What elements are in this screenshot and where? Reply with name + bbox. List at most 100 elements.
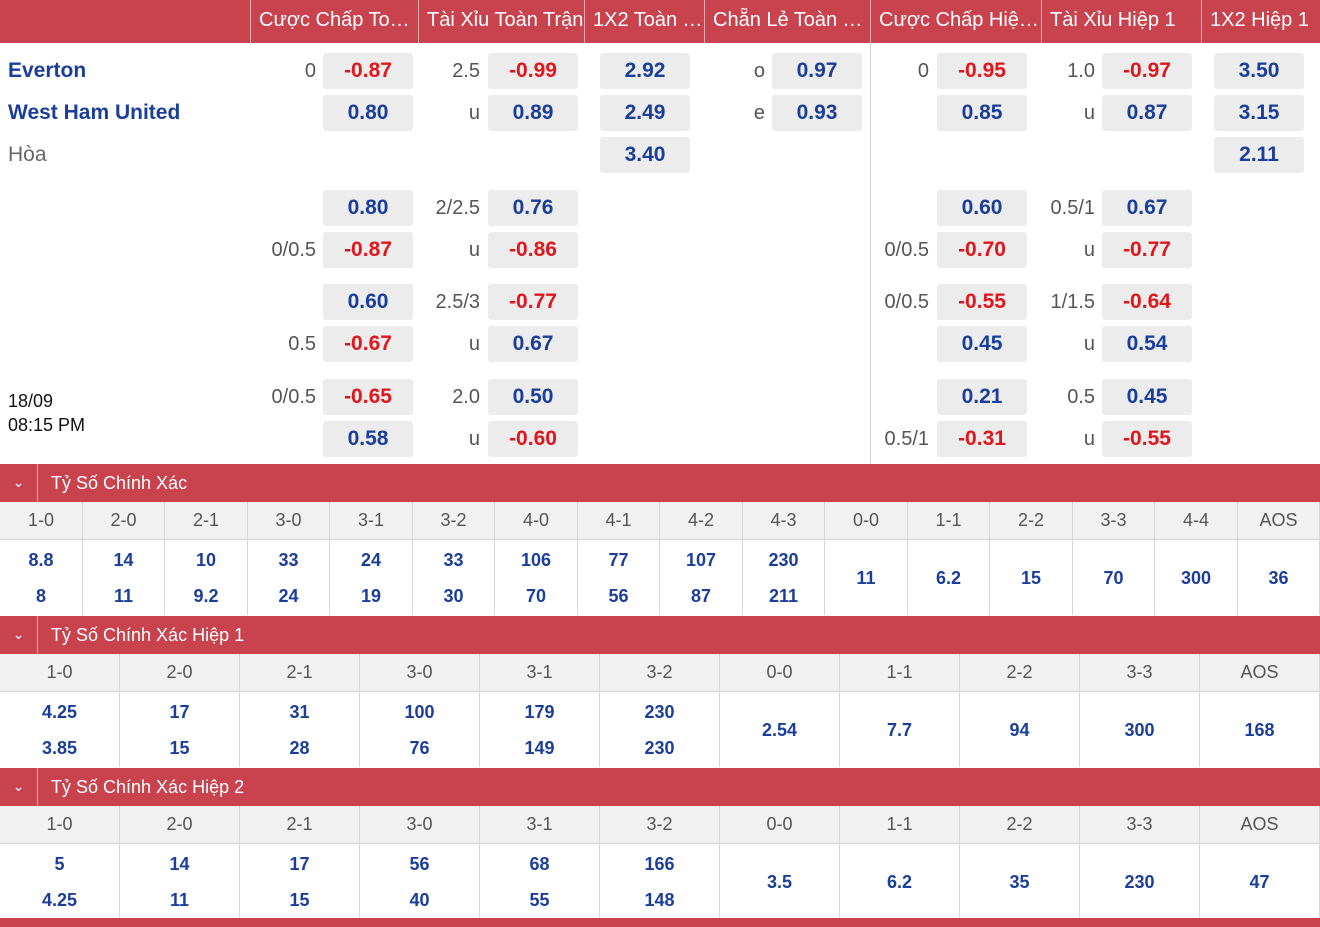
odd-value-away[interactable]: 11 xyxy=(169,890,190,910)
odd-button[interactable]: -0.87 xyxy=(323,53,413,89)
odd-value-home[interactable]: 179 xyxy=(524,702,555,722)
odd-value[interactable]: 11 xyxy=(856,568,876,588)
odd-button[interactable]: 2.11 xyxy=(1214,137,1304,173)
odd-value-away[interactable]: 3.85 xyxy=(41,738,78,758)
odd-value-home[interactable]: 5 xyxy=(54,854,65,874)
odd-value[interactable]: 15 xyxy=(1020,568,1042,588)
odd-value-away[interactable]: 76 xyxy=(409,738,430,758)
odd-button[interactable]: 0.60 xyxy=(937,190,1027,226)
odd-value-away[interactable]: 56 xyxy=(608,586,629,606)
odd-value-home[interactable]: 4.25 xyxy=(41,702,78,722)
odd-value-home[interactable]: 17 xyxy=(289,854,310,874)
odd-value-away[interactable]: 24 xyxy=(278,586,299,606)
odd-button[interactable]: -0.99 xyxy=(488,53,578,89)
odd-button[interactable]: 0.45 xyxy=(937,326,1027,362)
odd-value[interactable]: 300 xyxy=(1124,720,1155,740)
odd-button[interactable]: 0.80 xyxy=(323,190,413,226)
odd-value-home[interactable]: 10 xyxy=(195,550,217,570)
odd-button[interactable]: 2.92 xyxy=(600,53,690,89)
home-team[interactable]: Everton xyxy=(8,59,87,82)
odd-value-away[interactable]: 211 xyxy=(768,586,799,606)
odd-button[interactable]: -0.60 xyxy=(488,421,578,457)
odd-value[interactable]: 94 xyxy=(1009,720,1030,740)
odd-value-home[interactable]: 56 xyxy=(409,854,430,874)
odd-value-home[interactable]: 77 xyxy=(608,550,629,570)
odd-value[interactable]: 2.54 xyxy=(761,720,798,740)
odd-value[interactable]: 35 xyxy=(1009,872,1030,892)
odd-value-away[interactable]: 19 xyxy=(360,586,382,606)
odd-value[interactable]: 300 xyxy=(1180,568,1212,588)
odd-button[interactable]: 0.21 xyxy=(937,379,1027,415)
odd-value[interactable]: 36 xyxy=(1268,568,1289,588)
odd-value-home[interactable]: 17 xyxy=(169,702,190,722)
odd-value[interactable]: 6.2 xyxy=(935,568,962,588)
odd-value-home[interactable]: 107 xyxy=(685,550,717,570)
odd-value-away[interactable]: 15 xyxy=(169,738,190,758)
odd-button[interactable]: -0.31 xyxy=(937,421,1027,457)
odd-value-home[interactable]: 230 xyxy=(768,550,799,570)
section-header[interactable]: ⌄ Tỷ Số Chính Xác Hiệp 2 xyxy=(0,768,1320,806)
odd-button[interactable]: 3.40 xyxy=(600,137,690,173)
odd-value-home[interactable]: 24 xyxy=(360,550,382,570)
odd-button[interactable]: -0.77 xyxy=(1102,232,1192,268)
odd-value-away[interactable]: 8 xyxy=(35,586,46,606)
odd-button[interactable]: 0.67 xyxy=(488,326,578,362)
odd-button[interactable]: 2.49 xyxy=(600,95,690,131)
odd-button[interactable]: -0.95 xyxy=(937,53,1027,89)
header-ou-h1[interactable]: Tài Xỉu Hiệp 1 xyxy=(1041,0,1201,43)
odd-value[interactable]: 168 xyxy=(1244,720,1275,740)
odd-button[interactable]: 0.97 xyxy=(772,53,862,89)
odd-value-away[interactable]: 230 xyxy=(644,738,675,758)
header-ou-ft[interactable]: Tài Xỉu Toàn Trận xyxy=(418,0,584,43)
odd-value-home[interactable]: 33 xyxy=(443,550,464,570)
odd-button[interactable]: -0.97 xyxy=(1102,53,1192,89)
odd-button[interactable]: 0.76 xyxy=(488,190,578,226)
odd-value[interactable]: 230 xyxy=(1124,872,1155,892)
header-1x2-h1[interactable]: 1X2 Hiệp 1 xyxy=(1201,0,1320,43)
chevron-down-icon[interactable]: ⌄ xyxy=(0,464,38,502)
odd-value-home[interactable]: 68 xyxy=(529,854,550,874)
header-hdp-ft[interactable]: Cược Chấp Toàn Trận xyxy=(250,0,418,43)
next-section-bar[interactable] xyxy=(0,918,1320,927)
odd-value[interactable]: 70 xyxy=(1103,568,1124,588)
odd-button[interactable]: 0.85 xyxy=(937,95,1027,131)
odd-button[interactable]: 3.15 xyxy=(1214,95,1304,131)
odd-value-away[interactable]: 149 xyxy=(524,738,555,758)
odd-value-away[interactable]: 11 xyxy=(113,586,134,606)
chevron-down-icon[interactable]: ⌄ xyxy=(0,616,38,654)
odd-value-away[interactable]: 40 xyxy=(409,890,430,910)
odd-button[interactable]: -0.70 xyxy=(937,232,1027,268)
odd-button[interactable]: 0.54 xyxy=(1102,326,1192,362)
odd-button[interactable]: -0.65 xyxy=(323,379,413,415)
header-1x2-ft[interactable]: 1X2 Toàn Trận xyxy=(584,0,704,43)
odd-button[interactable]: 0.60 xyxy=(323,284,413,320)
section-header[interactable]: ⌄ Tỷ Số Chính Xác Hiệp 1 xyxy=(0,616,1320,654)
odd-button[interactable]: -0.77 xyxy=(488,284,578,320)
odd-value-home[interactable]: 33 xyxy=(278,550,299,570)
header-hdp-h1[interactable]: Cược Chấp Hiệp 1 xyxy=(870,0,1041,43)
odd-button[interactable]: 0.50 xyxy=(488,379,578,415)
odd-value-away[interactable]: 28 xyxy=(289,738,310,758)
odd-value-away[interactable]: 30 xyxy=(443,586,464,606)
odd-value-home[interactable]: 100 xyxy=(404,702,435,722)
odd-button[interactable]: -0.67 xyxy=(323,326,413,362)
odd-button[interactable]: 0.80 xyxy=(323,95,413,131)
odd-button[interactable]: 0.89 xyxy=(488,95,578,131)
odd-button[interactable]: 3.50 xyxy=(1214,53,1304,89)
odd-value-away[interactable]: 9.2 xyxy=(193,586,219,606)
odd-button[interactable]: 0.67 xyxy=(1102,190,1192,226)
odd-value[interactable]: 6.2 xyxy=(886,872,913,892)
odd-button[interactable]: 0.87 xyxy=(1102,95,1192,131)
header-oe-ft[interactable]: Chẵn Lẻ Toàn Trận xyxy=(704,0,870,43)
odd-value-away[interactable]: 4.25 xyxy=(41,890,78,910)
odd-button[interactable]: -0.64 xyxy=(1102,284,1192,320)
odd-button[interactable]: 0.45 xyxy=(1102,379,1192,415)
odd-value-home[interactable]: 230 xyxy=(644,702,675,722)
odd-value-away[interactable]: 15 xyxy=(289,890,310,910)
odd-button[interactable]: -0.55 xyxy=(937,284,1027,320)
odd-value[interactable]: 7.7 xyxy=(886,720,913,740)
odd-value-home[interactable]: 8.8 xyxy=(28,550,54,570)
odd-value-away[interactable]: 55 xyxy=(529,890,550,910)
section-header[interactable]: ⌄ Tỷ Số Chính Xác xyxy=(0,464,1320,502)
odd-value-home[interactable]: 166 xyxy=(644,854,675,874)
